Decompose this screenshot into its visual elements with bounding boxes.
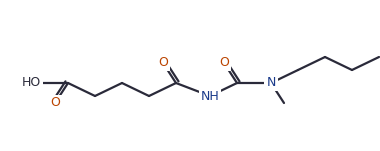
Text: NH: NH <box>201 90 219 103</box>
Text: HO: HO <box>22 77 41 90</box>
Text: O: O <box>219 56 229 69</box>
Text: O: O <box>50 96 60 109</box>
Text: N: N <box>266 77 276 90</box>
Text: O: O <box>158 56 168 69</box>
